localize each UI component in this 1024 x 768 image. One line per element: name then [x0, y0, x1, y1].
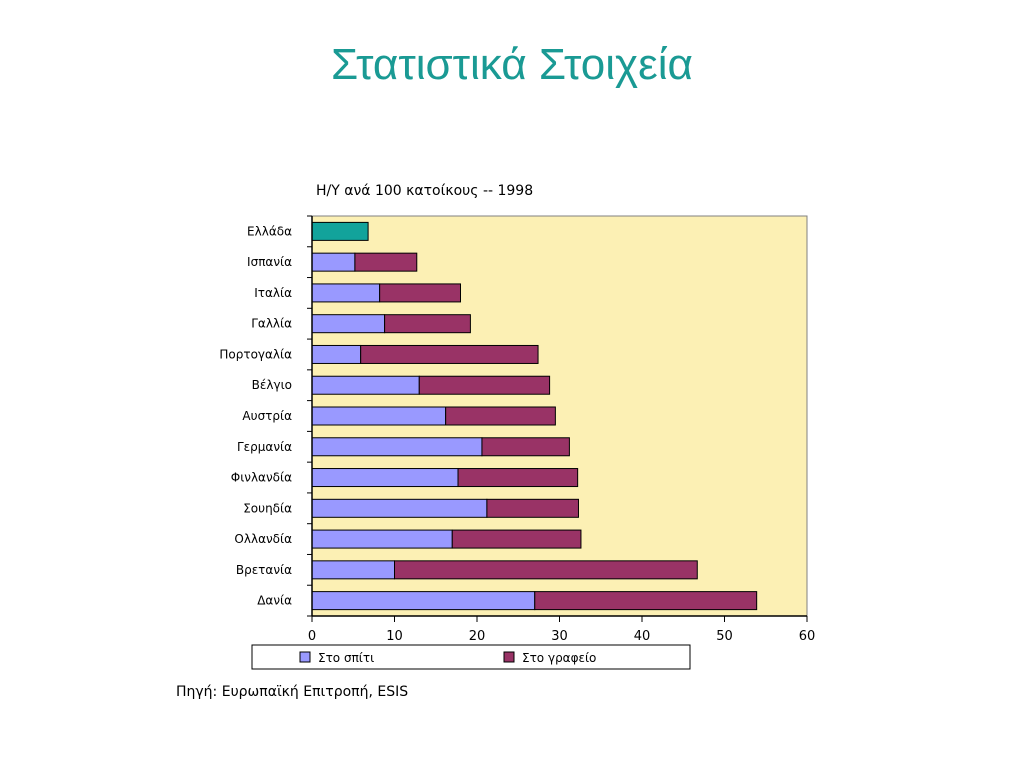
- bar-Αυστρία-office: [445, 406, 556, 426]
- category-label: Γερμανία: [237, 440, 292, 454]
- x-tick-label: 10: [386, 629, 403, 644]
- category-label: Πορτογαλία: [219, 347, 292, 361]
- slide-title: Στατιστικά Στοιχεία: [331, 40, 693, 89]
- x-tick-label: 20: [469, 629, 486, 644]
- bar-Γαλλία-office: [384, 314, 471, 334]
- category-label: Ισπανία: [247, 255, 292, 269]
- bar-Γερμανία-home: [311, 437, 483, 457]
- bars-group: [311, 221, 758, 611]
- bar-Πορτογαλία-home: [311, 344, 362, 364]
- legend-label-home: Στο σπίτι: [318, 651, 374, 665]
- x-tick-label: 60: [799, 629, 816, 644]
- category-label: Ιταλία: [254, 286, 292, 300]
- x-tick-label: 40: [634, 629, 651, 644]
- bar-Πορτογαλία-office: [360, 344, 539, 364]
- bar-Ιταλία-home: [311, 283, 381, 303]
- bar-Γερμανία-office: [481, 437, 570, 457]
- legend-swatch-office: [503, 651, 515, 663]
- legend-label-office: Στο γραφείο: [522, 651, 596, 665]
- category-label: Γαλλία: [251, 317, 292, 331]
- bar-Ιταλία-office: [379, 283, 461, 303]
- x-tick-label: 30: [551, 629, 568, 644]
- category-label: Σουηδία: [243, 501, 292, 515]
- bar-Φινλανδία-home: [311, 468, 459, 488]
- legend-swatch-home: [299, 651, 311, 663]
- bar-Ισπανία-office: [354, 252, 418, 272]
- bar-Φινλανδία-office: [457, 468, 579, 488]
- bar-Βρετανία-office: [394, 560, 698, 580]
- source-note: Πηγή: Ευρωπαϊκή Επιτροπή, ESIS: [176, 684, 408, 700]
- legend: Στο σπίτι Στο γραφείο: [251, 644, 691, 670]
- bar-Σουηδία-office: [486, 498, 579, 518]
- category-label: Δανία: [257, 594, 292, 608]
- bar-Ελλάδα-total: [311, 221, 369, 241]
- bar-Ολλανδία-home: [311, 529, 453, 549]
- category-label: Ελλάδα: [247, 224, 292, 238]
- bar-Ισπανία-home: [311, 252, 356, 272]
- bar-Αυστρία-home: [311, 406, 447, 426]
- x-tick-label: 50: [716, 629, 733, 644]
- bar-Ολλανδία-office: [451, 529, 582, 549]
- bar-Γαλλία-home: [311, 314, 386, 334]
- bar-Δανία-home: [311, 591, 536, 611]
- legend-box: [251, 644, 691, 670]
- bar-Βέλγιο-office: [418, 375, 551, 395]
- category-label: Αυστρία: [242, 409, 292, 423]
- bar-Βέλγιο-home: [311, 375, 420, 395]
- bar-Βρετανία-home: [311, 560, 395, 580]
- category-label: Φινλανδία: [231, 471, 292, 485]
- bar-Σουηδία-home: [311, 498, 488, 518]
- category-label: Ολλανδία: [234, 532, 292, 546]
- bar-Δανία-office: [534, 591, 758, 611]
- category-labels: Ελλάδα Ισπανία Ιταλία Γαλλία Πορτογαλία Βέλγι…: [219, 215, 313, 617]
- category-label: Βρετανία: [236, 563, 292, 577]
- chart-title: Η/Υ ανά 100 κατοίκους -- 1998: [316, 183, 533, 199]
- x-tick-label: 0: [308, 629, 316, 644]
- x-axis: 0 10 20 30 40 50 60: [308, 615, 816, 644]
- category-label: Βέλγιο: [252, 378, 292, 392]
